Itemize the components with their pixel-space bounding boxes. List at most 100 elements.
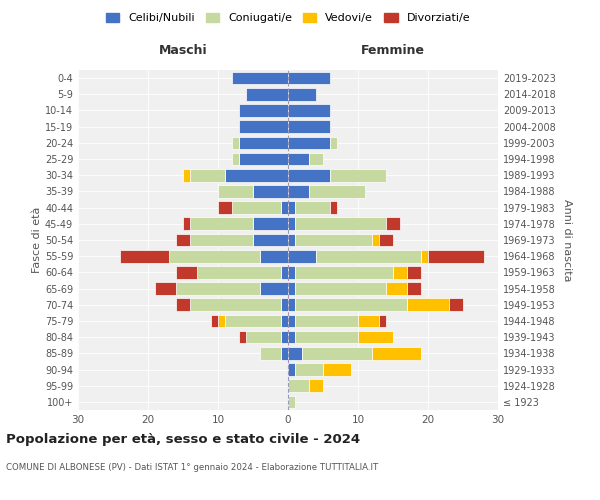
Bar [232,136,239,149]
Bar [316,250,421,262]
Bar [372,347,421,360]
Bar [253,218,288,230]
Bar [281,298,288,311]
Bar [225,314,281,328]
Bar [176,298,190,311]
Bar [246,88,288,101]
Bar [295,218,386,230]
Bar [281,347,288,360]
Bar [295,331,358,344]
Bar [323,363,351,376]
Bar [379,234,393,246]
Bar [288,218,295,230]
Bar [295,234,372,246]
Bar [421,250,428,262]
Bar [288,152,309,166]
Bar [295,282,386,295]
Bar [239,136,288,149]
Bar [428,250,484,262]
Bar [190,234,253,246]
Bar [295,298,407,311]
Bar [302,347,372,360]
Bar [190,169,225,181]
Bar [281,314,288,328]
Bar [183,169,190,181]
Bar [260,250,288,262]
Bar [288,314,295,328]
Bar [176,282,260,295]
Bar [386,282,407,295]
Bar [288,88,316,101]
Bar [281,202,288,214]
Bar [183,218,190,230]
Bar [288,250,316,262]
Bar [288,202,295,214]
Bar [190,218,253,230]
Bar [253,185,288,198]
Bar [393,266,407,278]
Bar [288,185,309,198]
Text: Femmine: Femmine [361,44,425,58]
Bar [372,234,379,246]
Bar [218,185,253,198]
Y-axis label: Anni di nascita: Anni di nascita [562,198,572,281]
Bar [288,136,330,149]
Bar [218,202,232,214]
Bar [225,169,288,181]
Bar [330,202,337,214]
Bar [295,202,330,214]
Bar [288,120,330,133]
Text: Popolazione per età, sesso e stato civile - 2024: Popolazione per età, sesso e stato civil… [6,432,360,446]
Bar [288,396,295,408]
Bar [330,136,337,149]
Bar [309,185,365,198]
Bar [288,298,295,311]
Bar [288,331,295,344]
Bar [253,234,288,246]
Bar [288,104,330,117]
Bar [379,314,386,328]
Bar [232,152,239,166]
Bar [288,72,330,85]
Bar [239,104,288,117]
Bar [260,347,281,360]
Bar [218,314,225,328]
Bar [288,363,295,376]
Bar [386,218,400,230]
Legend: Celibi/Nubili, Coniugati/e, Vedovi/e, Divorziati/e: Celibi/Nubili, Coniugati/e, Vedovi/e, Di… [101,8,475,28]
Bar [197,266,281,278]
Bar [330,169,386,181]
Bar [407,266,421,278]
Bar [407,298,449,311]
Bar [239,152,288,166]
Bar [309,380,323,392]
Bar [239,331,246,344]
Text: COMUNE DI ALBONESE (PV) - Dati ISTAT 1° gennaio 2024 - Elaborazione TUTTITALIA.I: COMUNE DI ALBONESE (PV) - Dati ISTAT 1° … [6,462,378,471]
Bar [295,314,358,328]
Bar [358,314,379,328]
Bar [232,202,281,214]
Bar [407,282,421,295]
Bar [281,266,288,278]
Bar [288,266,295,278]
Text: Maschi: Maschi [158,44,208,58]
Bar [358,331,393,344]
Bar [295,363,323,376]
Bar [176,234,190,246]
Y-axis label: Fasce di età: Fasce di età [32,207,42,273]
Bar [449,298,463,311]
Bar [239,120,288,133]
Bar [288,234,295,246]
Bar [288,282,295,295]
Bar [246,331,281,344]
Bar [288,347,302,360]
Bar [176,266,197,278]
Bar [295,266,393,278]
Bar [211,314,218,328]
Bar [155,282,176,295]
Bar [169,250,260,262]
Bar [281,331,288,344]
Bar [288,169,330,181]
Bar [190,298,281,311]
Bar [288,380,309,392]
